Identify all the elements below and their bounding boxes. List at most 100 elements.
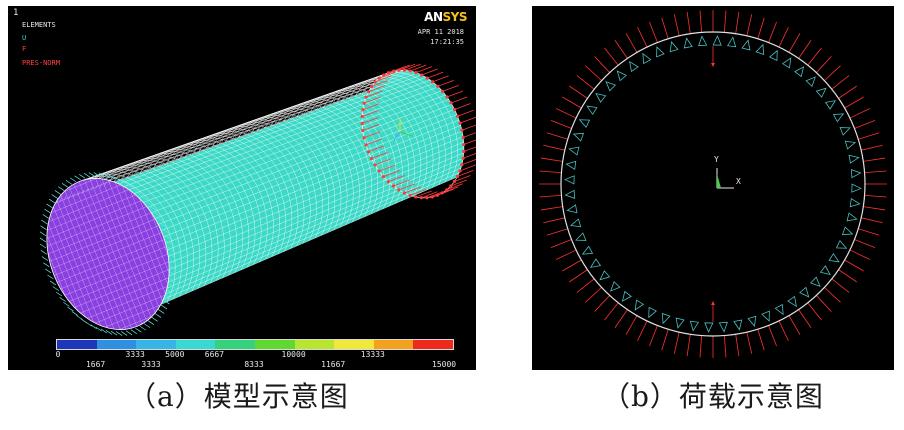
constraint-triangle-31 bbox=[565, 160, 577, 170]
constraint-mark-31 bbox=[80, 318, 88, 324]
pressure-line-61 bbox=[686, 11, 691, 34]
mesh-ring-20 bbox=[185, 133, 293, 252]
pressure-dot-43 bbox=[392, 69, 396, 73]
legend-tick-bottom-2: 8333 bbox=[244, 360, 264, 369]
constraint-triangle-0 bbox=[851, 183, 862, 193]
top-edge-mark-10 bbox=[99, 183, 103, 188]
top-edge-mark-3 bbox=[68, 194, 71, 199]
top-edge-mark-44 bbox=[252, 128, 255, 133]
pressure-line-18 bbox=[746, 332, 753, 354]
constraint-triangle-55 bbox=[832, 113, 845, 123]
constraint-mark-65 bbox=[98, 172, 106, 178]
mesh-ring-29 bbox=[244, 112, 348, 228]
mesh-ring-37 bbox=[296, 94, 397, 207]
top-edge-mark-39 bbox=[229, 136, 233, 141]
legend-tick-bottom-4: 15000 bbox=[432, 360, 457, 369]
pressure-dot-33 bbox=[360, 114, 364, 119]
constraint-mark-29 bbox=[90, 324, 97, 330]
mesh-ring-33 bbox=[270, 103, 373, 217]
constraint-mark-22 bbox=[125, 330, 133, 336]
pressure-line-10 bbox=[824, 287, 841, 303]
constraint-mark-68 bbox=[114, 176, 121, 182]
pressure-arrow-50 bbox=[432, 75, 449, 83]
end-grid-h-12 bbox=[60, 246, 167, 290]
end-grid-v-12 bbox=[89, 178, 147, 322]
top-edge-mark-28 bbox=[180, 154, 183, 159]
constraint-mark-73 bbox=[138, 192, 145, 197]
pressure-arrow-38 bbox=[371, 80, 388, 87]
pressure-dot-10 bbox=[452, 179, 456, 184]
constraint-triangle-12 bbox=[747, 315, 757, 328]
top-edge-mark-14 bbox=[117, 176, 121, 182]
constraint-triangle-3 bbox=[841, 226, 854, 236]
pressure-arrows bbox=[362, 63, 476, 199]
constraint-mark-7 bbox=[169, 271, 177, 277]
pressure-dot-1 bbox=[458, 121, 462, 125]
pressure-line-41 bbox=[539, 194, 562, 198]
constraint-triangle-33 bbox=[572, 132, 585, 142]
pressure-arrow-0 bbox=[457, 109, 474, 117]
pressure-dot-37 bbox=[366, 89, 371, 94]
pressure-line-25 bbox=[661, 329, 669, 351]
pressure-arrow-34 bbox=[362, 103, 380, 111]
end-grid-v-16 bbox=[114, 182, 163, 302]
pressure-line-8 bbox=[838, 269, 857, 283]
mesh-ring-27 bbox=[231, 117, 336, 233]
constraint-triangle-25 bbox=[581, 245, 594, 255]
pressure-line-24 bbox=[673, 332, 680, 354]
pressure-arrow-53 bbox=[446, 90, 464, 98]
constraint-mark-34 bbox=[67, 306, 74, 312]
pressure-dot-5 bbox=[462, 149, 466, 154]
top-edge-mark-59 bbox=[319, 104, 322, 109]
pressure-dot-16 bbox=[425, 196, 429, 200]
pressure-dot-39 bbox=[373, 80, 377, 84]
constraint-triangle-42 bbox=[669, 40, 679, 53]
pressure-lines bbox=[539, 10, 887, 358]
pressure-line-80 bbox=[858, 132, 880, 140]
constraint-triangle-32 bbox=[568, 146, 580, 156]
pressure-arrow-28 bbox=[368, 145, 385, 153]
constraint-triangle-30 bbox=[564, 175, 575, 185]
mesh-ring-5 bbox=[87, 167, 201, 292]
constraint-mark-26 bbox=[105, 329, 113, 335]
end-grid-v-17 bbox=[122, 185, 166, 294]
pressure-arrow-31 bbox=[362, 124, 379, 131]
constraint-mark-13 bbox=[160, 304, 168, 310]
mesh-ring-43 bbox=[335, 81, 434, 191]
pressure-line-55 bbox=[614, 40, 628, 59]
constraint-triangle-36 bbox=[595, 92, 607, 103]
constraint-mark-74 bbox=[142, 196, 149, 202]
pressure-arrow-10 bbox=[454, 175, 471, 182]
top-edge-mark-12 bbox=[108, 180, 112, 185]
constraint-triangle-24 bbox=[589, 258, 602, 268]
pressure-line-34 bbox=[569, 269, 588, 283]
pressure-line-50 bbox=[569, 85, 588, 99]
mesh-ring-10 bbox=[120, 155, 231, 279]
end-grid-v-13 bbox=[95, 178, 152, 318]
top-edge-mark-8 bbox=[90, 186, 94, 191]
pressure-arrow-20 bbox=[404, 186, 421, 194]
pressure-arrow-51 bbox=[437, 79, 454, 87]
end-grid-h-14 bbox=[69, 261, 169, 302]
top-edge-mark-13 bbox=[113, 178, 116, 183]
top-edge-mark-19 bbox=[140, 168, 143, 174]
constraint-mark-54 bbox=[51, 194, 58, 199]
mesh-ring-22 bbox=[198, 128, 305, 247]
pressure-arrow-12 bbox=[446, 183, 463, 191]
top-edge-mark-63 bbox=[337, 98, 340, 103]
end-grid-v-19 bbox=[139, 198, 170, 273]
pressure-arrow-8 bbox=[459, 164, 476, 172]
top-edge-mark-24 bbox=[162, 160, 165, 166]
pressure-dot-46 bbox=[408, 69, 412, 73]
top-edge-mark-42 bbox=[243, 131, 246, 137]
constraint-mark-21 bbox=[130, 329, 137, 335]
mesh-ring-38 bbox=[303, 92, 403, 204]
constraint-mark-44 bbox=[40, 250, 48, 255]
pressure-line-9 bbox=[831, 278, 850, 293]
caption-load: （b）荷载示意图 bbox=[602, 380, 824, 413]
pressure-dot-48 bbox=[420, 73, 424, 77]
constraint-mark-51 bbox=[44, 208, 51, 214]
end-grid-h-20 bbox=[119, 316, 153, 330]
pressure-arrow-16 bbox=[426, 191, 444, 199]
constraint-triangle-59 bbox=[850, 169, 862, 179]
